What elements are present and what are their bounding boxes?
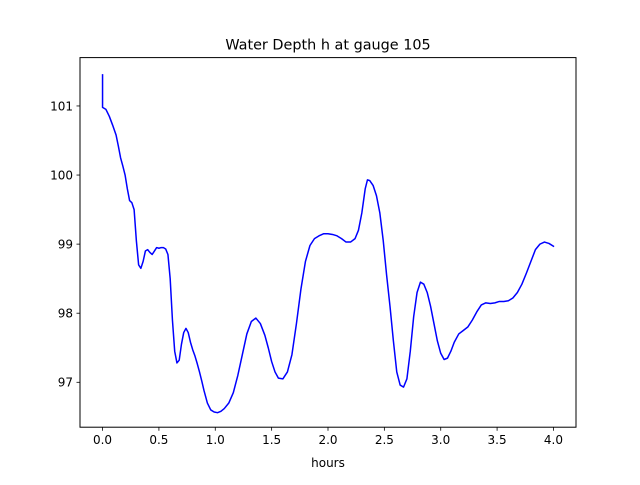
x-tick-label: 0.0	[93, 433, 112, 447]
x-tick-label: 2.5	[375, 433, 394, 447]
y-tick-label: 98	[58, 307, 73, 321]
x-tick-label: 0.5	[149, 433, 168, 447]
x-tick-label: 3.0	[431, 433, 450, 447]
series-line-1	[101, 74, 555, 414]
x-axis: 0.0 0.5 1.0 1.5 2.0 2.5 3.0 3.5 4.0	[93, 427, 563, 447]
x-axis-label: hours	[311, 456, 345, 470]
plot-area	[101, 74, 555, 414]
y-axis: 97 98 99 100 101	[50, 99, 80, 390]
y-tick-label: 100	[50, 168, 73, 182]
y-tick-label: 97	[58, 376, 73, 390]
y-tick-label: 99	[58, 237, 73, 251]
x-tick-label: 4.0	[544, 433, 563, 447]
x-tick-label: 1.0	[206, 433, 225, 447]
x-tick-label: 3.5	[488, 433, 507, 447]
x-tick-label: 2.0	[318, 433, 337, 447]
chart-title: Water Depth h at gauge 105	[225, 38, 430, 54]
x-tick-label: 1.5	[262, 433, 281, 447]
y-tick-label: 101	[50, 99, 73, 113]
